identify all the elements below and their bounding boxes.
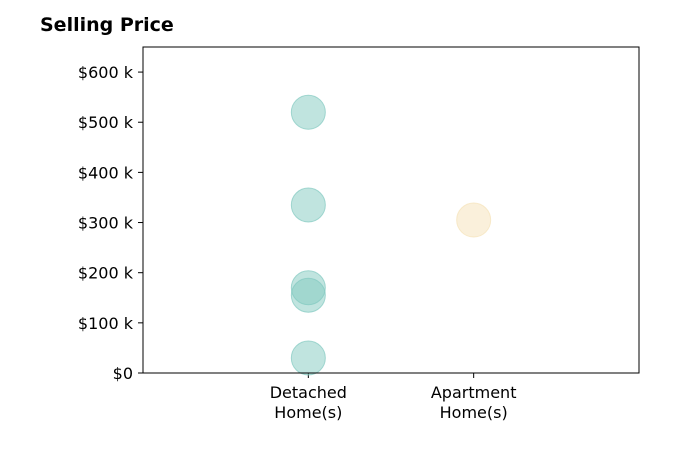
- y-tick-label: $0: [113, 364, 133, 383]
- x-tick-label: Apartment Home(s): [431, 383, 517, 422]
- data-point: [290, 94, 326, 130]
- chart-title: Selling Price: [40, 14, 174, 36]
- y-tick-label: $600 k: [78, 63, 134, 82]
- x-tick-label: Detached Home(s): [270, 383, 347, 422]
- plot-frame: [142, 46, 640, 374]
- y-tick-label: $500 k: [78, 113, 134, 132]
- data-point: [290, 340, 326, 376]
- y-tick-label: $400 k: [78, 163, 134, 182]
- y-tick-label: $100 k: [78, 314, 134, 333]
- data-point: [456, 202, 492, 238]
- y-tick-label: $300 k: [78, 214, 134, 233]
- y-axis: $0 $100 k $200 k $300 k $400 k $500 k $600 k: [78, 63, 143, 383]
- data-point: [290, 277, 326, 313]
- data-point: [290, 187, 326, 223]
- y-tick-label: $200 k: [78, 264, 134, 283]
- x-axis: Detached Home(s) Apartment Home(s): [270, 373, 517, 422]
- data-points: [290, 94, 492, 376]
